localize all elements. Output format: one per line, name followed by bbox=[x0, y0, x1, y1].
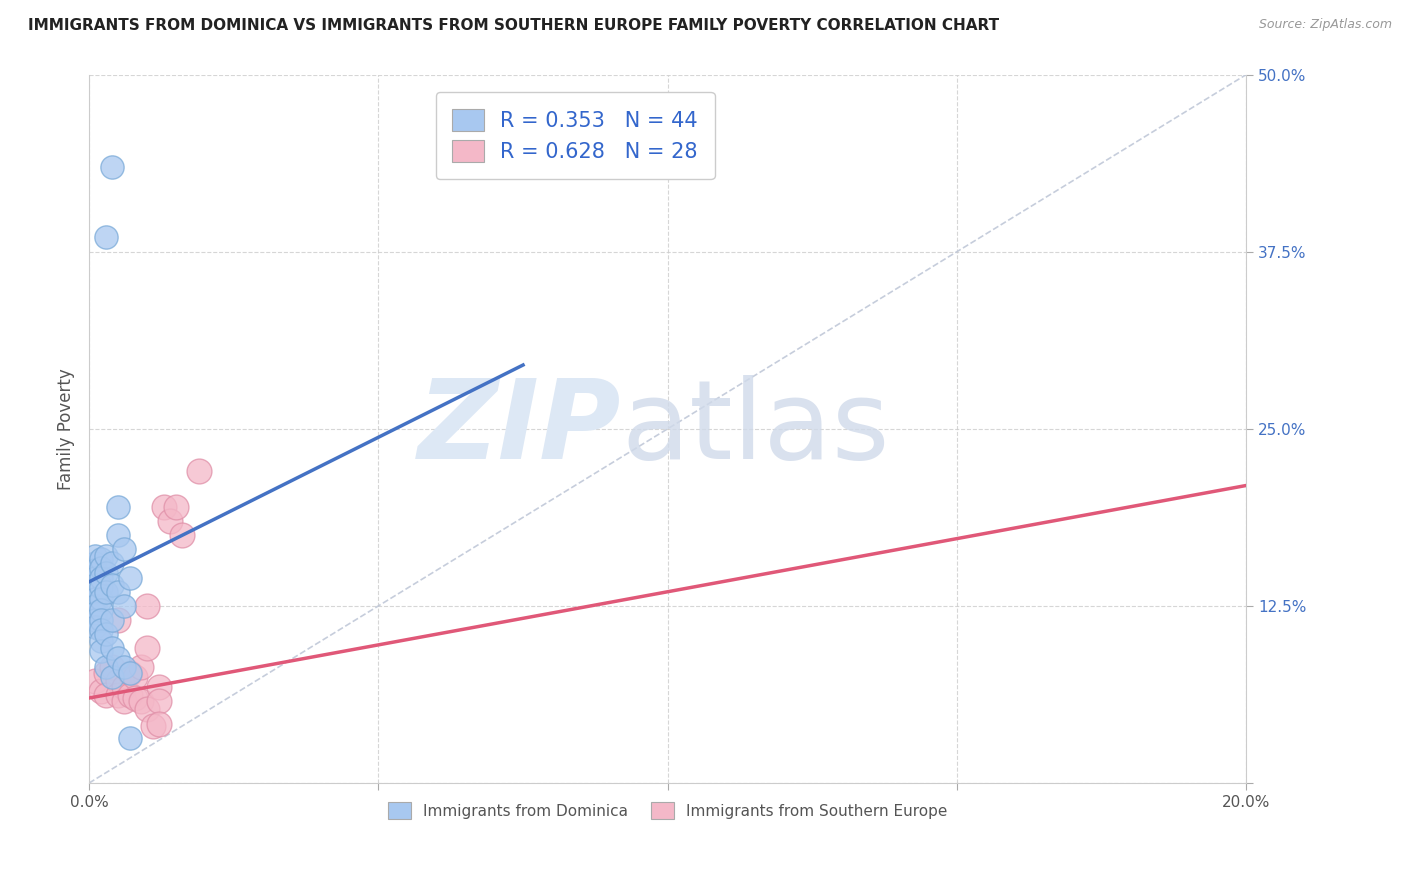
Point bbox=[96, 627, 118, 641]
Point bbox=[90, 581, 112, 595]
Point bbox=[83, 564, 105, 578]
Point bbox=[112, 599, 135, 613]
Point bbox=[112, 660, 135, 674]
Y-axis label: Family Poverty: Family Poverty bbox=[58, 368, 75, 490]
Text: atlas: atlas bbox=[621, 376, 890, 483]
Point bbox=[96, 566, 118, 581]
Point bbox=[90, 552, 112, 566]
Point bbox=[83, 549, 105, 564]
Point bbox=[136, 599, 159, 613]
Point bbox=[83, 591, 105, 606]
Point bbox=[101, 613, 124, 627]
Point bbox=[83, 620, 105, 634]
Point bbox=[83, 584, 105, 599]
Point bbox=[96, 584, 118, 599]
Point bbox=[83, 673, 105, 688]
Point bbox=[107, 673, 129, 688]
Point bbox=[107, 613, 129, 627]
Point bbox=[90, 613, 112, 627]
Point bbox=[118, 570, 141, 584]
Point bbox=[148, 694, 170, 708]
Point bbox=[170, 528, 193, 542]
Point bbox=[124, 691, 146, 706]
Legend: Immigrants from Dominica, Immigrants from Southern Europe: Immigrants from Dominica, Immigrants fro… bbox=[382, 797, 953, 825]
Point bbox=[142, 719, 165, 733]
Point bbox=[90, 560, 112, 574]
Point bbox=[90, 644, 112, 658]
Point bbox=[118, 665, 141, 680]
Point bbox=[83, 557, 105, 571]
Point bbox=[148, 716, 170, 731]
Point bbox=[112, 680, 135, 694]
Point bbox=[83, 613, 105, 627]
Point bbox=[90, 634, 112, 648]
Point bbox=[188, 464, 211, 478]
Point bbox=[83, 599, 105, 613]
Point bbox=[148, 680, 170, 694]
Point bbox=[101, 557, 124, 571]
Point bbox=[107, 688, 129, 702]
Point bbox=[90, 684, 112, 698]
Point bbox=[112, 694, 135, 708]
Point bbox=[112, 542, 135, 557]
Point bbox=[153, 500, 176, 514]
Point bbox=[101, 577, 124, 591]
Point bbox=[101, 641, 124, 656]
Point bbox=[107, 500, 129, 514]
Point bbox=[118, 731, 141, 745]
Point bbox=[124, 670, 146, 684]
Point bbox=[83, 606, 105, 620]
Point bbox=[101, 670, 124, 684]
Point bbox=[96, 688, 118, 702]
Point bbox=[101, 660, 124, 674]
Point bbox=[136, 641, 159, 656]
Point bbox=[96, 230, 118, 244]
Point bbox=[129, 694, 152, 708]
Point bbox=[96, 549, 118, 564]
Point bbox=[129, 660, 152, 674]
Point bbox=[83, 570, 105, 584]
Text: Source: ZipAtlas.com: Source: ZipAtlas.com bbox=[1258, 18, 1392, 31]
Point bbox=[101, 160, 124, 174]
Point bbox=[118, 688, 141, 702]
Point bbox=[83, 577, 105, 591]
Point bbox=[107, 651, 129, 665]
Point bbox=[77, 566, 100, 581]
Point bbox=[165, 500, 187, 514]
Point bbox=[136, 702, 159, 716]
Point bbox=[118, 665, 141, 680]
Point bbox=[90, 591, 112, 606]
Point bbox=[159, 514, 181, 528]
Point bbox=[96, 660, 118, 674]
Point bbox=[90, 623, 112, 637]
Point bbox=[107, 528, 129, 542]
Text: ZIP: ZIP bbox=[418, 376, 621, 483]
Point bbox=[96, 665, 118, 680]
Point bbox=[90, 603, 112, 617]
Point bbox=[107, 584, 129, 599]
Point bbox=[90, 570, 112, 584]
Text: IMMIGRANTS FROM DOMINICA VS IMMIGRANTS FROM SOUTHERN EUROPE FAMILY POVERTY CORRE: IMMIGRANTS FROM DOMINICA VS IMMIGRANTS F… bbox=[28, 18, 1000, 33]
